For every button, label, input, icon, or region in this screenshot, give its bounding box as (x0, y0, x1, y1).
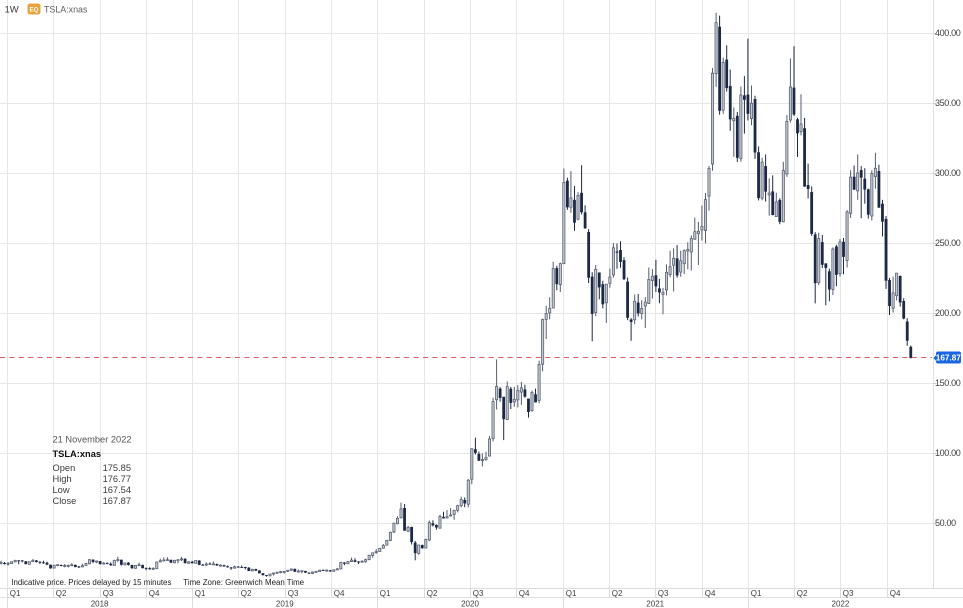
svg-text:400.00: 400.00 (935, 28, 961, 38)
svg-text:350.00: 350.00 (935, 98, 961, 108)
svg-text:TSLA:xnas: TSLA:xnas (44, 4, 88, 14)
svg-text:167.87: 167.87 (103, 496, 131, 506)
svg-text:Q3: Q3 (843, 589, 854, 598)
svg-text:21 November 2022: 21 November 2022 (53, 435, 132, 445)
svg-text:Close: Close (53, 496, 77, 506)
svg-text:176.77: 176.77 (103, 474, 131, 484)
svg-text:Q2: Q2 (797, 589, 808, 598)
svg-text:2018: 2018 (91, 599, 109, 608)
svg-text:50.00: 50.00 (935, 518, 956, 528)
svg-text:High: High (53, 474, 72, 484)
svg-text:2019: 2019 (276, 599, 294, 608)
svg-text:Q1: Q1 (10, 589, 21, 598)
svg-text:Q4: Q4 (890, 589, 901, 598)
svg-text:Time Zone: Greenwich Mean Time: Time Zone: Greenwich Mean Time (183, 578, 304, 587)
svg-text:150.00: 150.00 (935, 378, 961, 388)
svg-text:Q1: Q1 (195, 589, 206, 598)
svg-text:2020: 2020 (461, 599, 479, 608)
svg-text:Q3: Q3 (658, 589, 669, 598)
svg-text:250.00: 250.00 (935, 238, 961, 248)
svg-text:Q2: Q2 (56, 589, 67, 598)
svg-text:1W: 1W (5, 4, 19, 15)
svg-text:167.54: 167.54 (103, 485, 131, 495)
svg-text:100.00: 100.00 (935, 448, 961, 458)
svg-text:300.00: 300.00 (935, 168, 961, 178)
svg-text:Q4: Q4 (149, 589, 160, 598)
svg-text:Q4: Q4 (519, 589, 530, 598)
svg-text:Q2: Q2 (427, 589, 438, 598)
svg-text:Q4: Q4 (334, 589, 345, 598)
svg-text:167.87: 167.87 (936, 353, 961, 362)
svg-text:Q3: Q3 (473, 589, 484, 598)
svg-text:Q2: Q2 (612, 589, 623, 598)
svg-text:2021: 2021 (646, 599, 664, 608)
svg-text:Q1: Q1 (751, 589, 762, 598)
svg-text:TSLA:xnas: TSLA:xnas (53, 449, 102, 459)
svg-text:Open: Open (53, 463, 76, 473)
svg-text:200.00: 200.00 (935, 308, 961, 318)
svg-text:Low: Low (53, 485, 70, 495)
svg-text:Q2: Q2 (241, 589, 252, 598)
svg-text:Q4: Q4 (705, 589, 716, 598)
svg-text:Q3: Q3 (103, 589, 114, 598)
svg-text:Q1: Q1 (566, 589, 577, 598)
svg-text:Indicative price. Prices delay: Indicative price. Prices delayed by 15 m… (11, 578, 171, 587)
svg-text:EQ: EQ (30, 6, 39, 13)
svg-text:Q1: Q1 (380, 589, 391, 598)
svg-text:Q3: Q3 (288, 589, 299, 598)
svg-text:2022: 2022 (832, 599, 850, 608)
svg-text:175.85: 175.85 (103, 463, 131, 473)
